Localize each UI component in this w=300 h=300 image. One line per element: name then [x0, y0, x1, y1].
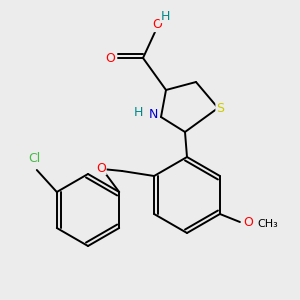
Text: H: H [134, 106, 143, 119]
Text: H: H [160, 10, 170, 22]
Text: O: O [152, 19, 162, 32]
Text: O: O [96, 161, 106, 175]
Text: N: N [148, 109, 158, 122]
Text: O: O [105, 52, 115, 64]
Text: O: O [243, 217, 253, 230]
Text: CH₃: CH₃ [257, 219, 278, 229]
Text: S: S [216, 101, 224, 115]
Text: Cl: Cl [29, 152, 41, 164]
